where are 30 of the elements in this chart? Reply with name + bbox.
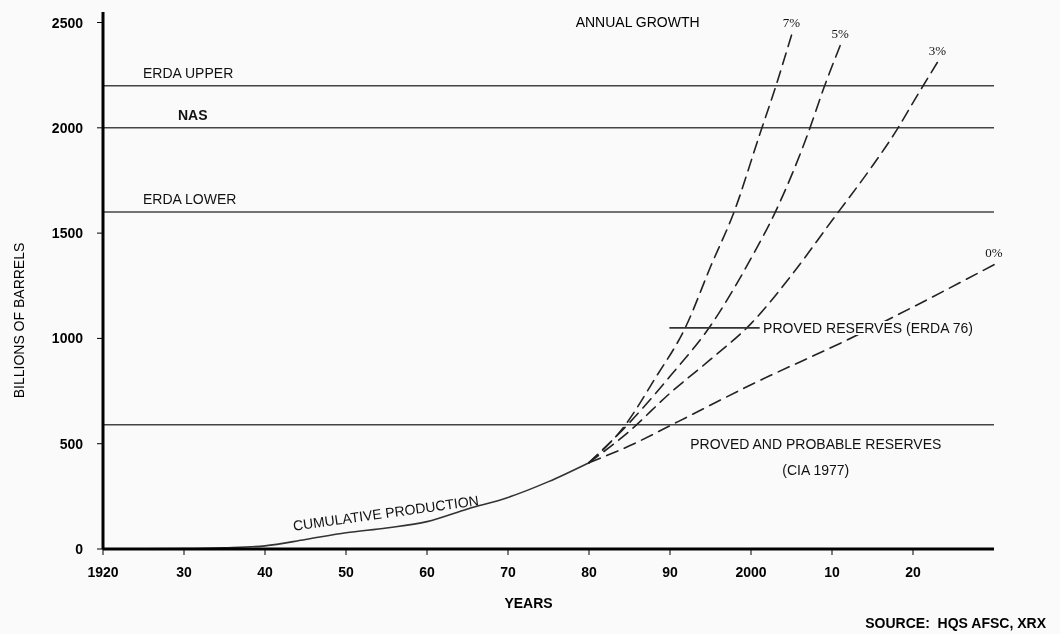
annotation: ANNUAL GROWTH [575, 14, 700, 30]
y-axis-title: BILLIONS OF BARRELS [11, 242, 27, 399]
x-tick-label: 80 [581, 564, 597, 580]
ref-line-label: ERDA UPPER [143, 64, 234, 81]
y-tick-label: 0 [75, 541, 84, 557]
y-tick-label: 2000 [51, 119, 84, 136]
x-tick-label: 10 [824, 564, 840, 580]
series-label: 0% [985, 244, 1003, 260]
x-tick-label: 1920 [87, 564, 119, 580]
x-tick-label: 30 [176, 564, 192, 580]
series-label: 7% [782, 15, 801, 31]
x-tick-label: 90 [662, 564, 678, 580]
source-note: SOURCE: HQS AFSC, XRX [865, 615, 1047, 631]
ref-line-label: NAS [178, 106, 208, 123]
series-label: 3% [928, 42, 947, 58]
x-tick-label: 2000 [735, 564, 767, 580]
x-tick-label: 60 [419, 564, 435, 580]
x-tick-label: 20 [905, 564, 921, 580]
text: CUMULATIVE PRODUCTION [292, 492, 480, 534]
y-tick-label: 1500 [51, 225, 84, 242]
x-tick-label: 70 [500, 564, 516, 580]
series-label: 5% [831, 25, 849, 41]
ref-line-label: PROVED AND PROBABLE RESERVES (CIA 1977) [690, 435, 942, 478]
x-tick-label: 50 [338, 564, 354, 580]
x-tick-label: 40 [257, 564, 273, 580]
y-tick-label: 500 [59, 435, 84, 452]
x-axis-title: YEARS [504, 595, 553, 611]
ref-line-label: ERDA LOWER [143, 191, 237, 208]
y-tick-label: 2500 [51, 14, 84, 31]
y-tick-label: 1000 [51, 330, 84, 347]
